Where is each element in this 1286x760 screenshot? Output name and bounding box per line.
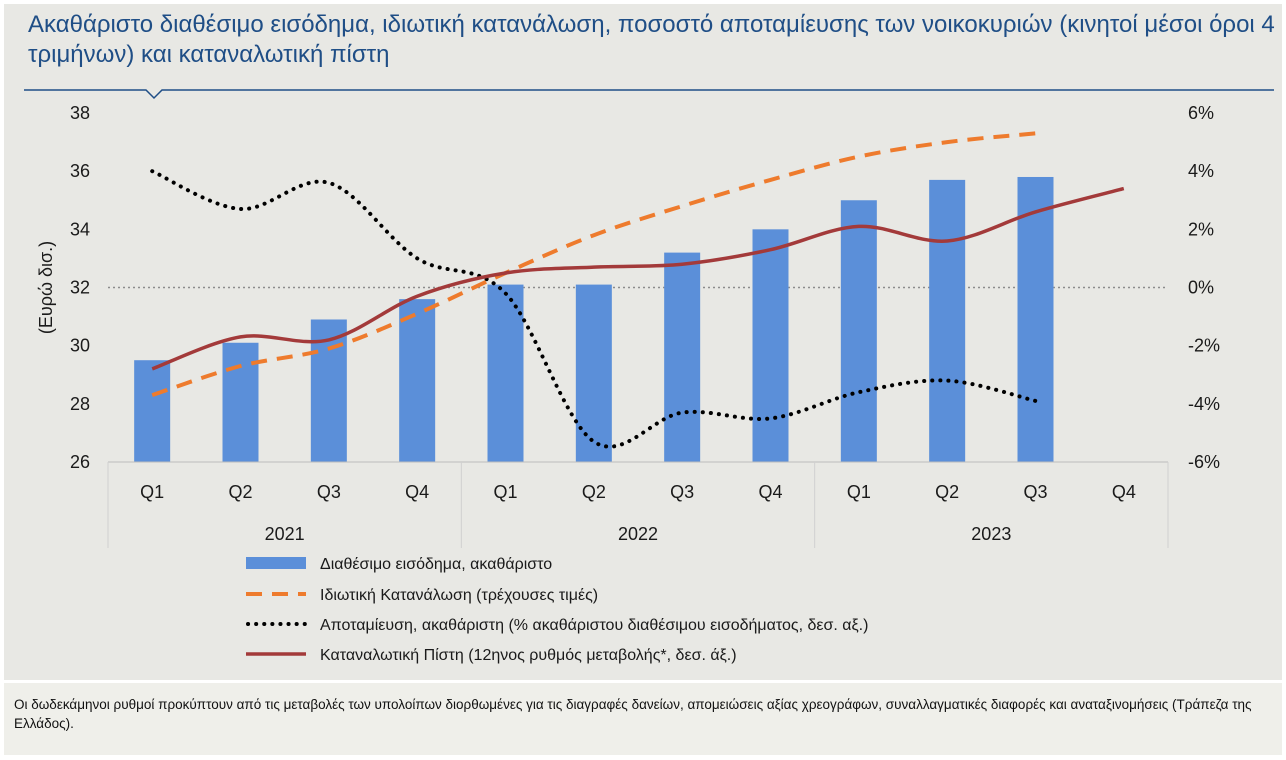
bar-disposable-income xyxy=(929,179,966,462)
x-tick-label: Q3 xyxy=(1023,482,1047,502)
bar-disposable-income xyxy=(840,200,877,462)
x-tick-label: Q4 xyxy=(1112,482,1136,502)
y-tick-label: 30 xyxy=(70,336,90,356)
x-tick-label: Q1 xyxy=(847,482,871,502)
bar-disposable-income xyxy=(575,284,612,462)
y2-tick-label: 0% xyxy=(1188,278,1214,298)
x-tick-label: Q1 xyxy=(493,482,517,502)
x-tick-label: Q3 xyxy=(317,482,341,502)
x-tick-label: Q2 xyxy=(935,482,959,502)
x-tick-label: Q1 xyxy=(140,482,164,502)
chart-title: Ακαθάριστο διαθέσιμο εισόδημα, ιδιωτική … xyxy=(28,11,1275,68)
legend-label: Καταναλωτική Πίστη (12ηνος ρυθμός μεταβο… xyxy=(320,647,737,664)
title-divider xyxy=(24,89,1274,100)
y-tick-label: 36 xyxy=(70,161,90,181)
line-saving-rate xyxy=(150,169,1038,449)
x-tick-label: Q4 xyxy=(758,482,782,502)
x-tick-label: Q4 xyxy=(405,482,429,502)
legend-label: Ιδιωτική Κατανάλωση (τρέχουσες τιμές) xyxy=(320,587,598,604)
chart-svg: 26 28 30 32 34 36 38 -6% -4% -2% 0% 2% 4% 6% (Ευρώ δισ… xyxy=(24,89,1274,664)
x-year-label: 2021 xyxy=(265,524,305,544)
x-year-label: 2022 xyxy=(618,524,658,544)
legend-swatch-bars xyxy=(246,557,306,569)
y2-tick-label: 2% xyxy=(1188,219,1214,239)
bar-disposable-income xyxy=(1017,176,1054,462)
x-year-label: 2023 xyxy=(971,524,1011,544)
line-private-consumption xyxy=(151,131,1036,398)
footnote: Οι δωδεκάμηνοι ρυθμοί προκύπτουν από τις… xyxy=(14,697,1252,731)
x-tick-label: Q2 xyxy=(228,482,252,502)
legend-label: Διαθέσιμο εισόδημα, ακαθάριστο xyxy=(320,556,552,573)
y-tick-label: 34 xyxy=(70,219,90,239)
y-tick-label: 38 xyxy=(70,103,90,123)
line-consumer-credit xyxy=(151,186,1125,371)
y2-tick-label: -2% xyxy=(1188,336,1220,356)
y-tick-label: 32 xyxy=(70,278,90,298)
y2-tick-label: 6% xyxy=(1188,103,1214,123)
bar-disposable-income xyxy=(134,360,171,462)
y2-tick-label: -6% xyxy=(1188,452,1220,472)
y-tick-label: 26 xyxy=(70,452,90,472)
y-axis-label: (Ευρώ δισ.) xyxy=(36,241,56,334)
x-tick-label: Q2 xyxy=(582,482,606,502)
bar-disposable-income xyxy=(664,252,701,462)
bar-disposable-income xyxy=(222,342,259,462)
y2-tick-label: 4% xyxy=(1188,161,1214,181)
legend-label: Αποταμίευση, ακαθάριστη (% ακαθάριστου δ… xyxy=(320,617,868,634)
y-tick-label: 28 xyxy=(70,394,90,414)
y2-tick-label: -4% xyxy=(1188,394,1220,414)
footnote-box: Οι δωδεκάμηνοι ρυθμοί προκύπτουν από τις… xyxy=(4,683,1282,755)
bar-disposable-income xyxy=(752,229,789,462)
x-tick-label: Q3 xyxy=(670,482,694,502)
bar-disposable-income xyxy=(399,299,436,462)
bar-disposable-income xyxy=(487,284,524,462)
